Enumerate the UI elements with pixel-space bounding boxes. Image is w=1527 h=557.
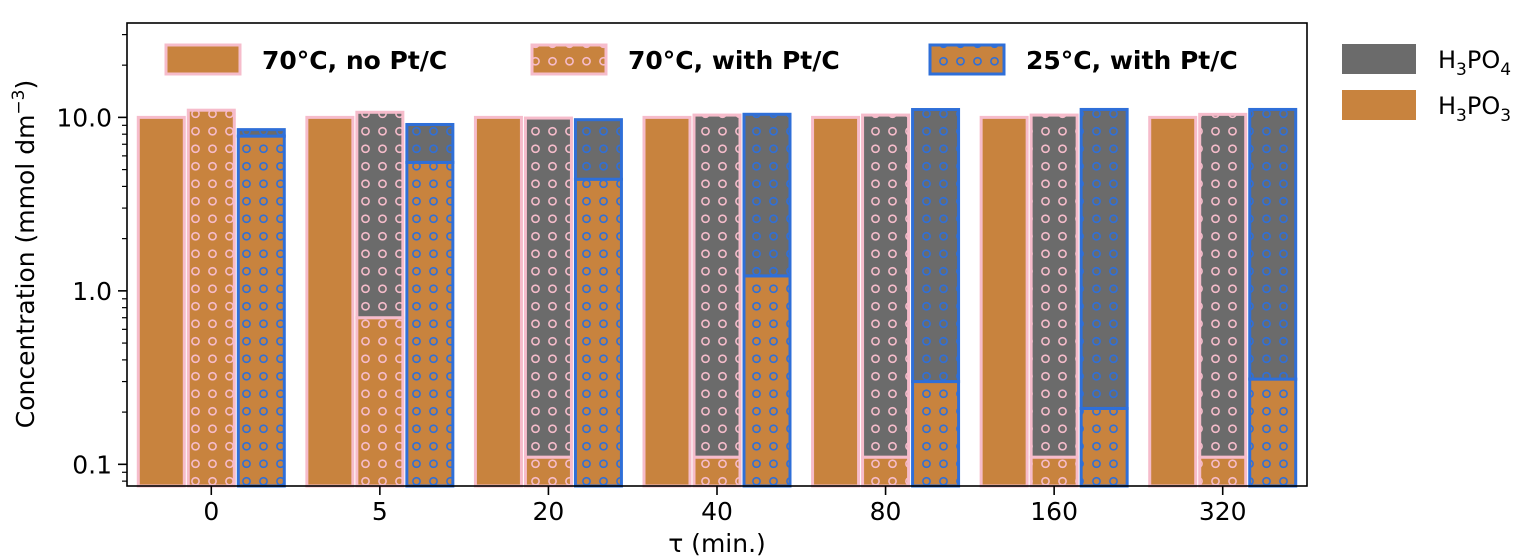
species-legend: H3PO4 H3PO3	[1342, 44, 1511, 126]
y-tick-label-2: 10.0	[56, 103, 112, 132]
legend-hatch-with-ptc-70	[532, 45, 606, 74]
legend-swatch-h3po4	[1342, 44, 1416, 74]
bar-hatch-70-c-with-pt-c-t40	[694, 115, 740, 487]
bar-h3po3-70-c-no-pt-c-t0	[136, 115, 186, 488]
legend-swatch-no-ptc	[164, 43, 242, 76]
bar-hatch-25-c-with-pt-c-t40	[744, 114, 790, 486]
bar-h3po3-70-c-no-pt-c-t40	[642, 115, 692, 488]
bar-hatch-25-c-with-pt-c-t80	[912, 109, 959, 487]
y-axis-title: Concentration (mmol dm−3)	[9, 80, 40, 429]
bar-hatch-25-c-with-pt-c-t20	[575, 119, 622, 487]
x-axis: 0 5 20 40 80 160 320	[203, 486, 1247, 526]
x-tick-label-4: 80	[870, 497, 902, 526]
y-tick-label-1: 1.0	[72, 277, 112, 306]
y-axis: 0.1 1.0 10.0	[56, 34, 127, 482]
legend-swatch-h3po3	[1342, 90, 1416, 120]
legend-item-with-ptc-25: 25°C, with Pt/C	[928, 43, 1238, 76]
bar-hatch-70-c-with-pt-c-t160	[1031, 115, 1078, 487]
legend-label-no-ptc: 70°C, no Pt/C	[262, 46, 447, 75]
bar-hatch-70-c-with-pt-c-t80	[862, 115, 909, 487]
x-axis-title: τ (min.)	[668, 529, 766, 557]
legend-hatch-with-ptc-25	[930, 45, 1004, 74]
bar-h3po3-70-c-no-pt-c-t5	[305, 115, 355, 488]
bar-h3po3-70-c-no-pt-c-t160	[979, 115, 1029, 488]
legend-label-with-ptc-25: 25°C, with Pt/C	[1026, 46, 1238, 75]
bar-hatch-70-c-with-pt-c-t0	[188, 110, 235, 486]
bar-h3po3-70-c-no-pt-c-t20	[473, 115, 523, 488]
legend-label-h3po3: H3PO3	[1438, 92, 1511, 126]
y-tick-label-0: 0.1	[72, 450, 112, 479]
x-tick-label-0: 0	[203, 497, 219, 526]
bar-h3po3-70-c-no-pt-c-t80	[811, 115, 861, 488]
bars-layer	[136, 107, 1298, 488]
legend-label-h3po4: H3PO4	[1438, 46, 1511, 80]
legend-item-h3po3: H3PO3	[1342, 90, 1511, 126]
legend-item-no-ptc: 70°C, no Pt/C	[164, 43, 447, 76]
bar-hatch-25-c-with-pt-c-t5	[406, 124, 453, 486]
condition-legend: 70°C, no Pt/C 70°C, with Pt/C 25°C, with…	[164, 43, 1238, 76]
bar-hatch-70-c-with-pt-c-t20	[525, 118, 572, 486]
x-tick-label-5: 160	[1030, 497, 1078, 526]
bar-hatch-25-c-with-pt-c-t320	[1249, 109, 1296, 487]
bar-h3po3-70-c-no-pt-c-t320	[1148, 115, 1198, 488]
bar-hatch-25-c-with-pt-c-t160	[1081, 109, 1128, 487]
legend-item-h3po4: H3PO4	[1342, 44, 1511, 80]
x-tick-label-2: 20	[533, 497, 565, 526]
x-tick-label-1: 5	[372, 497, 388, 526]
legend-item-with-ptc-70: 70°C, with Pt/C	[530, 43, 840, 76]
bar-hatch-25-c-with-pt-c-t0	[238, 129, 285, 486]
x-tick-label-6: 320	[1199, 497, 1247, 526]
bar-hatch-70-c-with-pt-c-t320	[1199, 114, 1246, 487]
bar-hatch-70-c-with-pt-c-t5	[356, 112, 403, 487]
x-tick-label-3: 40	[701, 497, 733, 526]
legend-label-with-ptc-70: 70°C, with Pt/C	[628, 46, 840, 75]
